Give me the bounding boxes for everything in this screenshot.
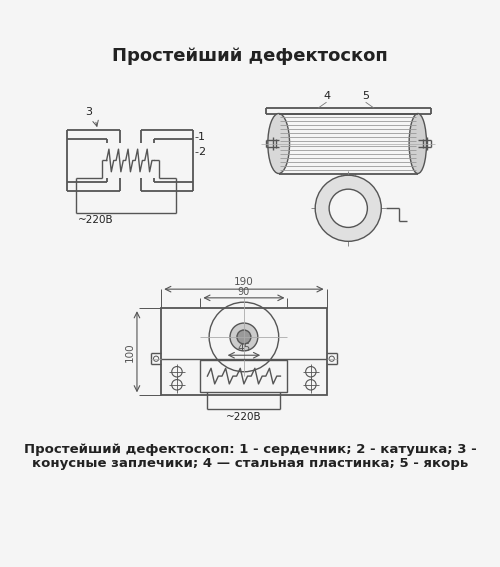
- Circle shape: [315, 175, 382, 242]
- Circle shape: [230, 323, 258, 351]
- Text: 90: 90: [238, 287, 250, 297]
- Text: 190: 190: [234, 277, 254, 287]
- Bar: [162, 308, 326, 395]
- Circle shape: [237, 330, 251, 344]
- Text: 3: 3: [86, 107, 92, 117]
- Bar: [200, 361, 288, 392]
- Text: Простейший дефектоскоп: 1 - сердечник; 2 - катушка; 3 -: Простейший дефектоскоп: 1 - сердечник; 2…: [24, 443, 476, 456]
- Text: 4: 4: [323, 91, 330, 101]
- Text: Простейший дефектоскоп: Простейший дефектоскоп: [112, 48, 388, 65]
- Circle shape: [329, 189, 368, 227]
- Text: ~220В: ~220В: [78, 215, 114, 225]
- Ellipse shape: [409, 113, 426, 174]
- Text: 45: 45: [238, 344, 250, 353]
- Text: 5: 5: [362, 91, 369, 101]
- Text: 1: 1: [198, 132, 205, 142]
- Text: конусные заплечики; 4 — стальная пластинка; 5 - якорь: конусные заплечики; 4 — стальная пластин…: [32, 457, 468, 470]
- Text: 100: 100: [125, 342, 135, 362]
- Text: 2: 2: [198, 147, 205, 156]
- Ellipse shape: [268, 113, 289, 174]
- Text: ~220В: ~220В: [226, 412, 262, 422]
